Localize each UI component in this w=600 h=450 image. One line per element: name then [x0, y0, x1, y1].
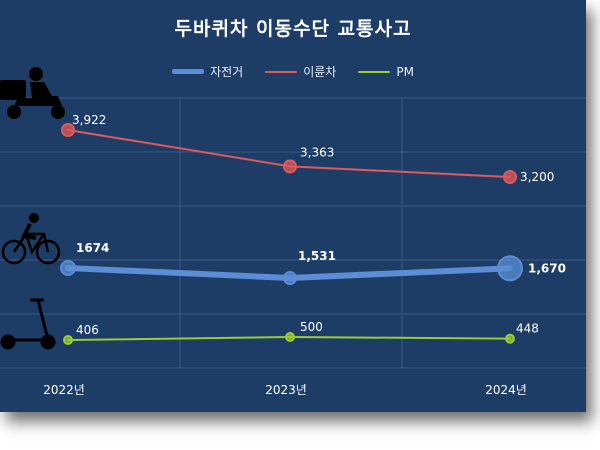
legend-item-pm: PM — [358, 63, 414, 80]
data-label-pm-0: 406 — [76, 323, 99, 337]
data-label-motorcycle-1: 3,363 — [300, 145, 334, 159]
bicycle-rider-icon — [1, 213, 61, 265]
point-motorcycle-2 — [503, 170, 517, 184]
point-bicycle-0 — [60, 260, 76, 276]
legend: 자전거 이륜차 PM — [0, 63, 586, 80]
data-label-bicycle-2: 1,670 — [528, 261, 566, 275]
data-label-bicycle-1: 1,531 — [298, 249, 336, 263]
legend-swatch-bicycle — [172, 69, 205, 74]
data-label-bicycle-0: 1674 — [76, 241, 109, 255]
chart-title: 두바퀴차 이동수단 교통사고 — [174, 18, 412, 40]
legend-label-pm: PM — [396, 64, 414, 79]
chart-frame: 두바퀴차 이동수단 교통사고 자전거 이륜차 PM — [0, 0, 586, 412]
legend-label-bicycle: 자전거 — [210, 65, 244, 79]
x-tick-label-0: 2022년 — [43, 383, 85, 397]
data-label-motorcycle-2: 3,200 — [520, 170, 554, 184]
data-label-pm-2: 448 — [516, 322, 539, 336]
point-pm-0 — [63, 335, 73, 345]
point-pm-2 — [505, 333, 515, 344]
x-tick-label-2: 2024년 — [485, 383, 527, 397]
data-label-pm-1: 500 — [300, 320, 323, 334]
data-label-motorcycle-0: 3,922 — [72, 113, 106, 127]
delivery-motorcycle-icon — [0, 67, 65, 119]
labels-layer: 1674 1,531 1,670 3,922 3,363 3,200 406 500 448 — [72, 113, 566, 337]
line-chart: 1674 1,531 1,670 3,922 3,363 3,200 406 500 448 2… — [0, 67, 586, 397]
legend-swatch-pm — [358, 70, 391, 73]
legend-item-bicycle: 자전거 — [172, 63, 243, 80]
point-motorcycle-0 — [61, 123, 75, 137]
series-layer — [60, 123, 523, 345]
point-pm-1 — [285, 332, 295, 342]
x-tick-label-1: 2023년 — [265, 383, 307, 397]
kick-scooter-icon — [0, 298, 56, 350]
legend-item-motorcycle: 이륜차 — [265, 63, 336, 80]
legend-swatch-motorcycle — [265, 70, 298, 73]
point-motorcycle-1 — [283, 159, 297, 174]
point-bicycle-2 — [497, 255, 523, 282]
legend-label-motorcycle: 이륜차 — [303, 65, 337, 79]
x-axis: 2022년 2023년 2024년 — [43, 383, 527, 397]
point-bicycle-1 — [283, 271, 297, 285]
grid — [0, 97, 586, 369]
